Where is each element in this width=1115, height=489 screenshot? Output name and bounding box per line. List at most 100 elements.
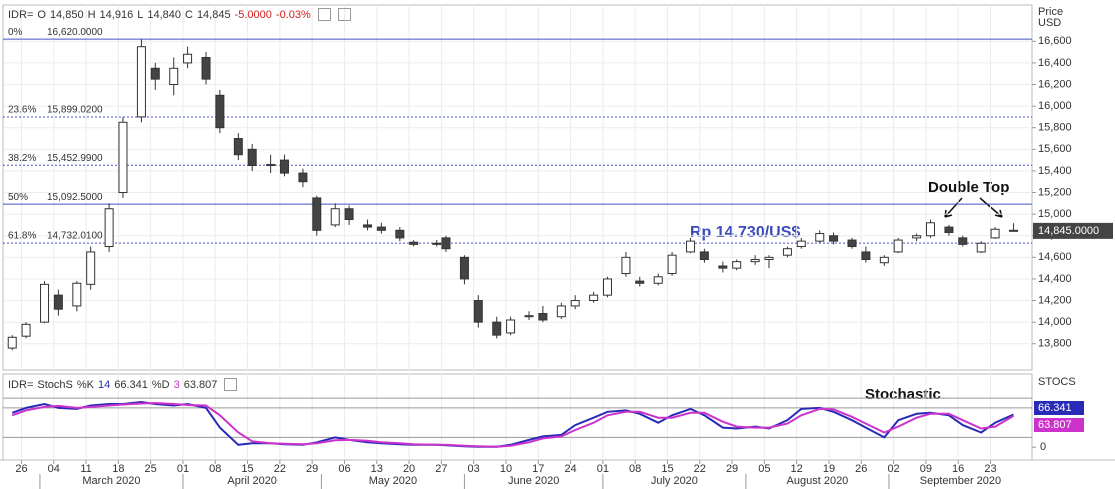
candle-body	[169, 67, 179, 86]
level-name: 50%	[8, 192, 28, 203]
candle-body	[524, 315, 534, 318]
delete-button[interactable]	[224, 378, 238, 391]
x-tick-label: 23	[984, 463, 996, 475]
x-tick-label: 04	[48, 463, 60, 475]
candle-body	[432, 242, 442, 245]
x-tick-label: 24	[564, 463, 576, 475]
label: L	[137, 8, 144, 21]
y-tick-label: 0	[1040, 441, 1046, 453]
value-label: 66.341	[1038, 402, 1072, 414]
candle-body	[976, 242, 986, 253]
candle-body	[990, 228, 1000, 239]
x-tick-label: 27	[435, 463, 447, 475]
label: C	[184, 8, 193, 21]
x-tick-label: 29	[306, 463, 318, 475]
candle-body	[958, 237, 968, 245]
annotation: Stochastic	[865, 386, 941, 403]
candle-body	[201, 56, 211, 80]
candle-body	[815, 233, 825, 242]
price-label: 14,845.0000	[1038, 225, 1099, 237]
x-tick-label: 15	[661, 463, 673, 475]
period: 14	[97, 378, 111, 391]
level-label: 15,092.5000	[47, 192, 103, 203]
x-tick-label: 20	[403, 463, 415, 475]
candle-body	[732, 261, 742, 269]
candle-body	[893, 239, 903, 253]
symbol: IDR=	[8, 8, 34, 21]
level-name: 0%	[8, 27, 23, 38]
y-tick-label: 16,200	[1038, 78, 1072, 90]
x-tick-label: 26	[15, 463, 27, 475]
change: -5.0000	[234, 8, 272, 21]
indicator: StochS	[37, 378, 73, 391]
candle-body	[635, 280, 645, 284]
series-name: %D	[151, 378, 170, 391]
candle-body	[215, 94, 225, 129]
candle-body	[879, 256, 889, 264]
candle-body	[925, 222, 935, 237]
candle-body	[686, 240, 696, 253]
change-pct: -0.03%	[275, 8, 311, 21]
candle-body	[796, 240, 806, 248]
annotation: Double Top	[928, 179, 1009, 196]
x-tick-label: 22	[694, 463, 706, 475]
y-tick-label: 14,200	[1038, 294, 1072, 306]
month-label: April 2020	[227, 475, 277, 487]
y-tick-label: 16,400	[1038, 57, 1072, 69]
candle-body	[699, 251, 709, 260]
month-label: September 2020	[920, 475, 1001, 487]
value: 66.341	[114, 378, 148, 391]
level-label: 14,732.0100	[47, 231, 103, 242]
stoch-line	[11, 401, 1015, 448]
x-tick-label: 26	[855, 463, 867, 475]
annotation: Rp 14.730/US$	[690, 224, 800, 241]
candle-body	[298, 172, 308, 183]
stoch-line	[11, 400, 1014, 448]
candle-body	[40, 283, 50, 323]
delete-button[interactable]	[337, 8, 351, 21]
y-tick-label: 13,800	[1038, 338, 1072, 350]
candle-body	[459, 256, 469, 280]
candle-body	[492, 321, 502, 336]
candle-body	[344, 208, 354, 221]
x-tick-label: 25	[145, 463, 157, 475]
candle-body	[233, 138, 243, 156]
candle-body	[104, 208, 114, 248]
y-tick-label: 14,600	[1038, 251, 1072, 263]
candle-body	[266, 163, 276, 167]
level-label: 15,899.0200	[47, 105, 103, 116]
level-label: 15,452.9900	[47, 153, 103, 164]
value: 14,840	[147, 8, 181, 21]
value: 63.807	[183, 378, 218, 391]
value: 14,845	[196, 8, 231, 21]
candle-body	[764, 256, 774, 260]
dropdown-button[interactable]	[317, 8, 331, 21]
price-header: IDR= O 14,850 H 14,916 L 14,840 C 14,845 -5.…	[8, 8, 351, 21]
candle-body	[782, 248, 792, 256]
label: H	[87, 8, 96, 21]
x-tick-label: 01	[597, 463, 609, 475]
axis-title: Price	[1038, 6, 1063, 18]
month-label: March 2020	[82, 475, 140, 487]
x-tick-label: 09	[920, 463, 932, 475]
x-tick-label: 13	[371, 463, 383, 475]
value-label: 63.807	[1038, 419, 1072, 431]
candle-body	[538, 313, 548, 321]
series-name: %K	[76, 378, 94, 391]
candle-body	[312, 197, 322, 231]
x-tick-label: 15	[241, 463, 253, 475]
candle-body	[330, 208, 340, 226]
month-label: July 2020	[651, 475, 698, 487]
x-tick-label: 19	[823, 463, 835, 475]
price-panel	[2, 4, 1033, 371]
x-tick-label: 11	[80, 463, 91, 475]
candle-body	[829, 235, 839, 242]
candle-body	[570, 300, 580, 307]
candle-body	[589, 294, 599, 302]
candle-body	[118, 121, 128, 194]
candle-body	[1009, 229, 1019, 232]
candle-body	[409, 241, 419, 245]
candle-body	[136, 46, 146, 118]
candle-body	[556, 305, 566, 318]
